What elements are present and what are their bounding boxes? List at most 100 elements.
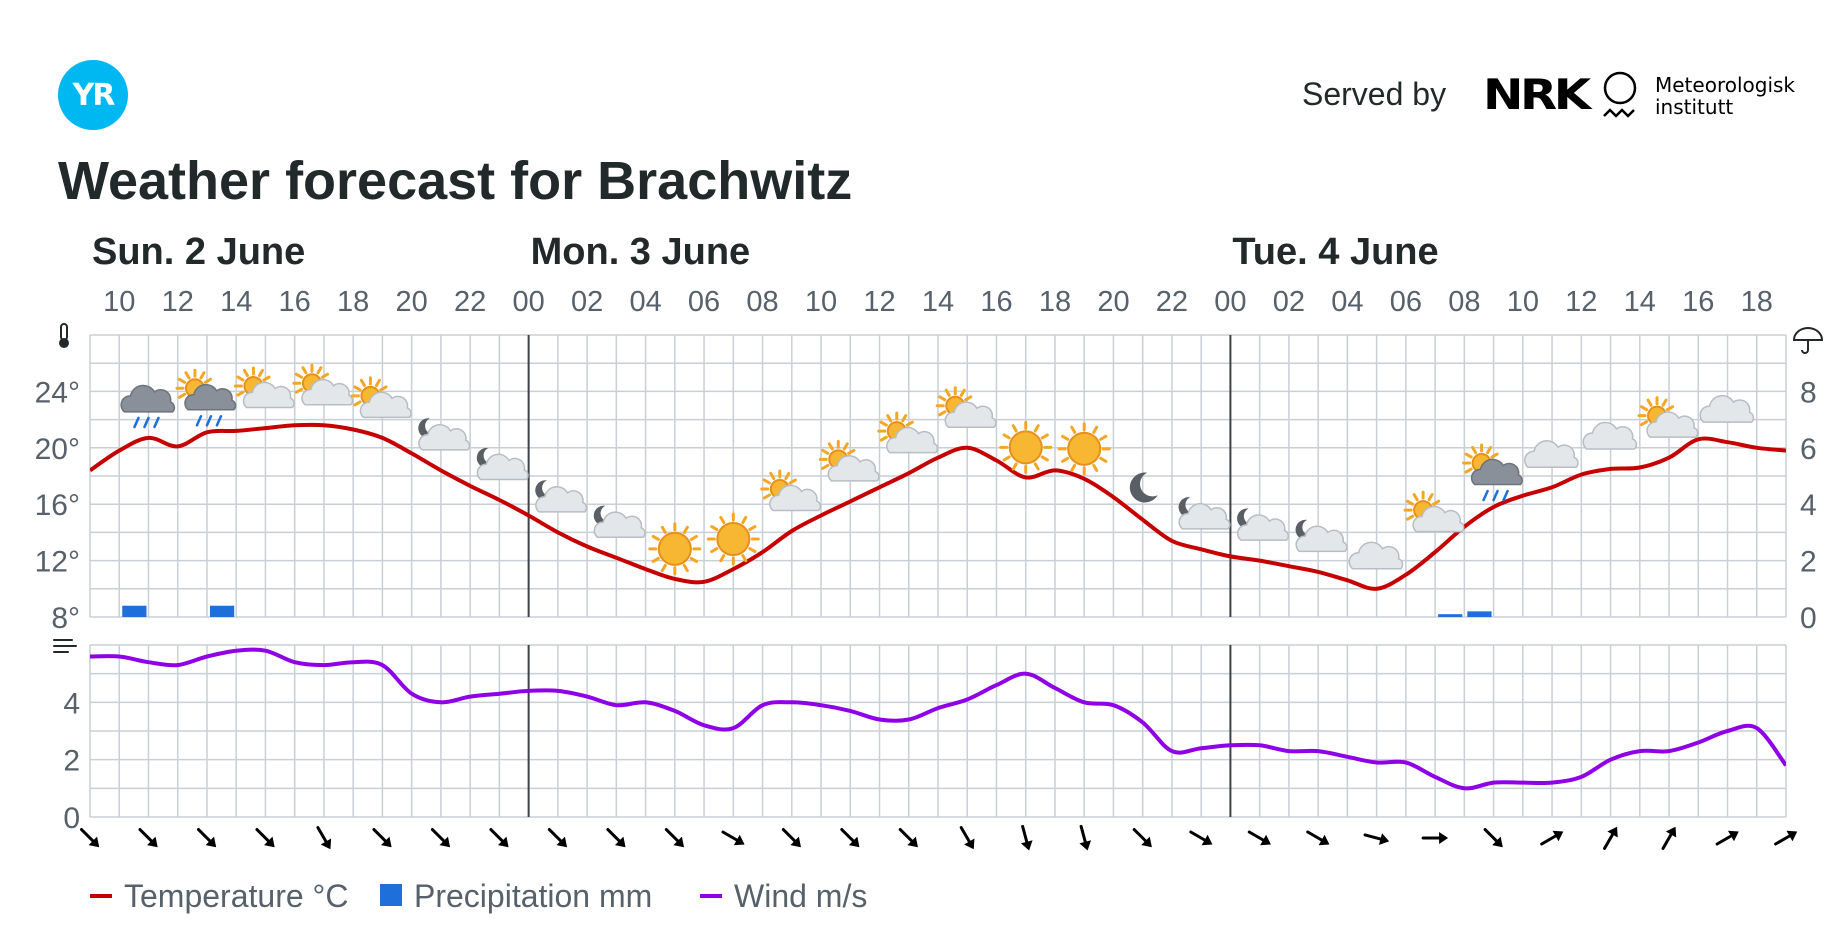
sun-ray — [651, 534, 660, 541]
sun-ray — [1639, 405, 1649, 412]
sun-ray — [294, 372, 304, 379]
arrow-head — [673, 836, 685, 848]
partly-cloudy-night-icon — [476, 447, 529, 481]
sun-ray — [689, 556, 698, 563]
sun-ray — [879, 435, 888, 442]
arrow-head — [1786, 830, 1798, 842]
sun-ray — [944, 388, 951, 397]
sun-ray — [788, 478, 797, 485]
hour-tick-label: 02 — [1273, 286, 1305, 318]
partly-cloudy-night-icon — [535, 480, 588, 513]
sun-ray — [177, 377, 187, 384]
sun-ray — [689, 534, 698, 541]
sun-ray — [353, 385, 362, 392]
sun-ray — [1661, 398, 1668, 407]
sun-ray — [1002, 433, 1011, 440]
hour-tick-label: 04 — [1331, 286, 1363, 318]
sun-ray — [1002, 455, 1011, 462]
sun-ray — [1011, 424, 1018, 433]
sun-ray — [359, 378, 366, 388]
cloud-shape — [301, 378, 354, 406]
partly-cloudy-day-icon — [233, 366, 295, 409]
partly-cloudy-day-icon — [1637, 396, 1699, 438]
cloud-shape — [535, 486, 588, 513]
sun-ray — [1061, 434, 1070, 441]
sun-ray — [353, 400, 362, 407]
sun-disc — [657, 531, 692, 566]
arrow-head — [1079, 840, 1092, 851]
wind-tick-label: 2 — [63, 745, 80, 778]
partly-cloudy-night-icon — [1295, 519, 1348, 553]
wind-direction-arrow — [372, 828, 392, 848]
hour-tick-label: 00 — [512, 286, 544, 318]
arrow-head — [1020, 840, 1033, 851]
arrow-head — [497, 836, 509, 848]
legend-label: Temperature °C — [124, 878, 348, 914]
wind-direction-arrow — [255, 828, 275, 848]
raindrop — [1502, 489, 1509, 502]
cloud-icon — [1524, 440, 1579, 469]
wind-direction-arrow — [959, 826, 975, 850]
wind-direction-arrow — [898, 828, 918, 848]
arrow-head — [1552, 830, 1564, 842]
arrow-head — [1665, 826, 1677, 838]
wind-direction-arrow — [1363, 833, 1390, 845]
wind-tick-label: 0 — [63, 802, 80, 835]
sun-ray — [1099, 456, 1108, 463]
arrow-head — [1318, 834, 1330, 846]
sun-ray — [1040, 433, 1049, 440]
precipitation-tick-label: 2 — [1800, 546, 1817, 579]
sun-ray — [821, 463, 830, 470]
met-institute-logo-icon — [1603, 71, 1637, 118]
sun-ray — [320, 372, 330, 379]
sun-ray — [901, 414, 908, 423]
hour-tick-label: 14 — [1624, 286, 1656, 318]
arrow-head — [439, 836, 451, 848]
wind-direction-arrow — [606, 828, 626, 848]
sun-ray — [762, 493, 771, 500]
sun-ray — [1011, 462, 1018, 471]
sun-ray — [379, 385, 388, 392]
arrow-head — [264, 836, 275, 848]
sun-ray — [660, 525, 667, 534]
temperature-line-group — [90, 422, 1786, 591]
met-logo-line2: institutt — [1655, 95, 1734, 119]
yr-logo: YR — [58, 60, 128, 130]
sun-ray — [242, 368, 249, 378]
precipitation-tick-label: 6 — [1800, 433, 1817, 466]
temperature-tick-label: 8° — [51, 602, 80, 635]
sun-ray — [203, 377, 213, 384]
cloud-shape — [944, 401, 997, 429]
served-by-label: Served by — [1302, 76, 1447, 112]
thermometer-bulb — [59, 338, 69, 348]
cloud-shape — [418, 423, 471, 451]
wind-direction-arrow — [1020, 824, 1033, 851]
sun-ray — [1092, 463, 1099, 472]
sun-ray — [710, 547, 719, 554]
weather-icons — [120, 363, 1755, 576]
sun-ray — [301, 366, 308, 375]
chart-labels: Sun. 2 June Mon. 3 June Tue. 4 June 10 12 14 1… — [35, 231, 1824, 835]
cloud-icon — [1699, 394, 1755, 423]
arrow-head — [907, 836, 918, 848]
raindrop — [215, 415, 223, 427]
wind-direction-arrow — [316, 826, 332, 850]
cloud-rain-icon — [120, 384, 176, 429]
sun-icon — [706, 512, 760, 566]
wind-direction-arrow — [196, 828, 217, 848]
cloud-shape — [827, 454, 880, 482]
sun-ray — [294, 387, 304, 394]
moon-icon — [1129, 472, 1158, 503]
sun-ray — [1639, 420, 1649, 427]
sun-ray — [762, 478, 771, 485]
hour-tick-label: 18 — [1741, 286, 1773, 318]
raindrop — [153, 416, 160, 429]
arrow-head — [380, 836, 392, 848]
sun-ray — [1033, 424, 1040, 433]
hour-tick-label: 14 — [922, 286, 954, 318]
precipitation-tick-label: 8 — [1800, 376, 1817, 409]
hour-tick-label: 10 — [1507, 286, 1539, 318]
wind-direction-arrow — [1079, 824, 1092, 851]
raindrop — [133, 416, 140, 429]
raindrop — [1482, 489, 1489, 502]
